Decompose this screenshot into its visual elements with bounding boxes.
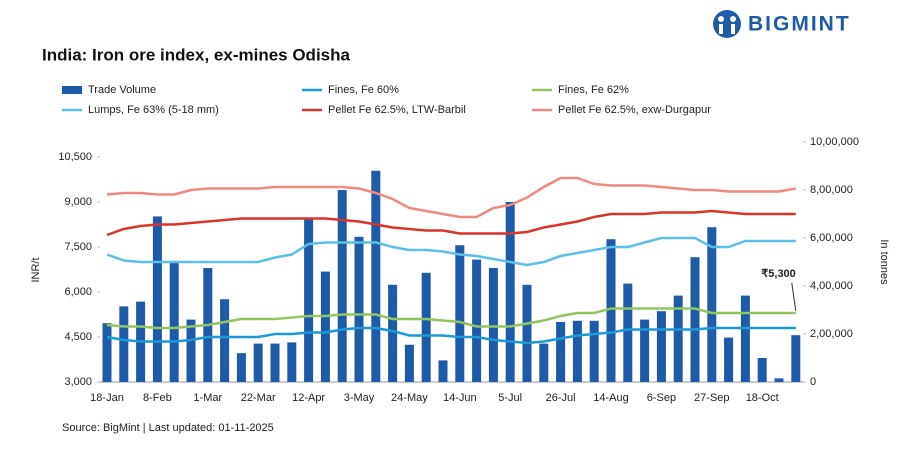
y-tick-label: 3,000 bbox=[64, 376, 92, 388]
bar bbox=[455, 245, 465, 382]
y-tick-label: 6,000 bbox=[64, 286, 92, 298]
bar bbox=[656, 311, 666, 382]
bar bbox=[371, 170, 381, 382]
y-tick-label: 4,500 bbox=[64, 331, 92, 343]
y2-tick-label: 6,00,000 bbox=[810, 232, 853, 244]
bar bbox=[270, 343, 280, 382]
legend-label: Fines, Fe 60% bbox=[328, 84, 399, 96]
x-tick-label: 26-Jul bbox=[546, 392, 576, 404]
logo-icon-dot bbox=[730, 16, 736, 22]
bar bbox=[690, 257, 700, 382]
bar bbox=[236, 353, 246, 382]
bar bbox=[623, 283, 633, 382]
bar bbox=[707, 227, 717, 382]
x-tick-label: 3-May bbox=[344, 392, 375, 404]
bar bbox=[119, 306, 129, 382]
bar bbox=[673, 295, 683, 382]
logo-icon-dot bbox=[718, 16, 724, 22]
annotation: ₹5,300 bbox=[761, 268, 796, 280]
bar bbox=[404, 344, 414, 382]
chart-title: India: Iron ore index, ex-mines Odisha bbox=[42, 45, 351, 64]
bar bbox=[606, 239, 616, 382]
bar bbox=[791, 335, 801, 382]
bar bbox=[388, 284, 398, 382]
x-tick-label: 18-Oct bbox=[746, 392, 779, 404]
x-tick-label: 6-Sep bbox=[647, 392, 676, 404]
y2-tick-label: 10,00,000 bbox=[810, 136, 859, 148]
x-tick-label: 27-Sep bbox=[694, 392, 729, 404]
bar bbox=[556, 322, 566, 382]
bar bbox=[253, 343, 263, 382]
x-tick-label: 22-Mar bbox=[241, 392, 276, 404]
legend-label: Fines, Fe 62% bbox=[558, 84, 629, 96]
logo-icon bbox=[713, 10, 741, 38]
bar bbox=[472, 259, 482, 382]
y-axis-label: INR/t bbox=[30, 257, 42, 282]
bar bbox=[522, 284, 532, 382]
bar bbox=[320, 271, 330, 382]
legend-label: Pellet Fe 62.5%, exw-Durgapur bbox=[558, 104, 711, 116]
x-tick-label: 5-Jul bbox=[498, 392, 522, 404]
x-tick-label: 14-Jun bbox=[443, 392, 477, 404]
y-tick-label: 7,500 bbox=[64, 241, 92, 253]
bar bbox=[757, 358, 767, 382]
x-tick-label: 18-Jan bbox=[90, 392, 124, 404]
bar bbox=[438, 360, 448, 382]
y2-tick-label: 2,00,000 bbox=[810, 328, 853, 340]
legend-swatch bbox=[62, 86, 82, 94]
line bbox=[106, 176, 797, 219]
line bbox=[106, 209, 796, 237]
legend-label: Lumps, Fe 63% (5-18 mm) bbox=[88, 104, 219, 116]
y-tick-label: 10,500 bbox=[58, 151, 92, 163]
y2-tick-label: 4,00,000 bbox=[810, 280, 853, 292]
line bbox=[106, 326, 796, 345]
x-tick-label: 12-Apr bbox=[292, 392, 325, 404]
bar bbox=[539, 343, 549, 382]
source: Source: BigMint | Last updated: 01-11-20… bbox=[62, 422, 274, 434]
bar bbox=[220, 299, 230, 382]
bar bbox=[740, 295, 750, 382]
bar bbox=[724, 337, 734, 382]
bar bbox=[640, 319, 650, 382]
bar bbox=[488, 268, 498, 382]
bar bbox=[304, 217, 314, 382]
line bbox=[106, 236, 796, 267]
y-tick-label: 9,000 bbox=[64, 196, 92, 208]
x-tick-label: 8-Feb bbox=[143, 392, 172, 404]
bar bbox=[354, 236, 364, 382]
bar bbox=[572, 320, 582, 382]
bar bbox=[774, 378, 784, 382]
bar bbox=[102, 323, 112, 382]
annotation-leader bbox=[791, 282, 797, 312]
x-tick-label: 14-Aug bbox=[593, 392, 628, 404]
y2-axis-label: In tonnes bbox=[878, 239, 890, 285]
bar bbox=[505, 202, 515, 382]
x-tick-label: 1-Mar bbox=[193, 392, 222, 404]
brand: BIGMINT bbox=[748, 13, 851, 36]
legend-label: Trade Volume bbox=[88, 84, 156, 96]
bar bbox=[287, 342, 297, 382]
bar bbox=[169, 262, 179, 382]
bar bbox=[337, 190, 347, 382]
bar bbox=[186, 319, 196, 382]
legend-label: Pellet Fe 62.5%, LTW-Barbil bbox=[328, 104, 466, 116]
x-tick-label: 24-May bbox=[391, 392, 428, 404]
logo-icon-bar bbox=[731, 24, 735, 34]
bar bbox=[421, 272, 431, 382]
y2-tick-label: 0 bbox=[810, 376, 816, 388]
logo-icon-bar bbox=[719, 24, 723, 34]
bar bbox=[152, 216, 162, 382]
bar bbox=[589, 320, 599, 382]
y2-tick-label: 8,00,000 bbox=[810, 184, 853, 196]
line bbox=[106, 307, 796, 330]
